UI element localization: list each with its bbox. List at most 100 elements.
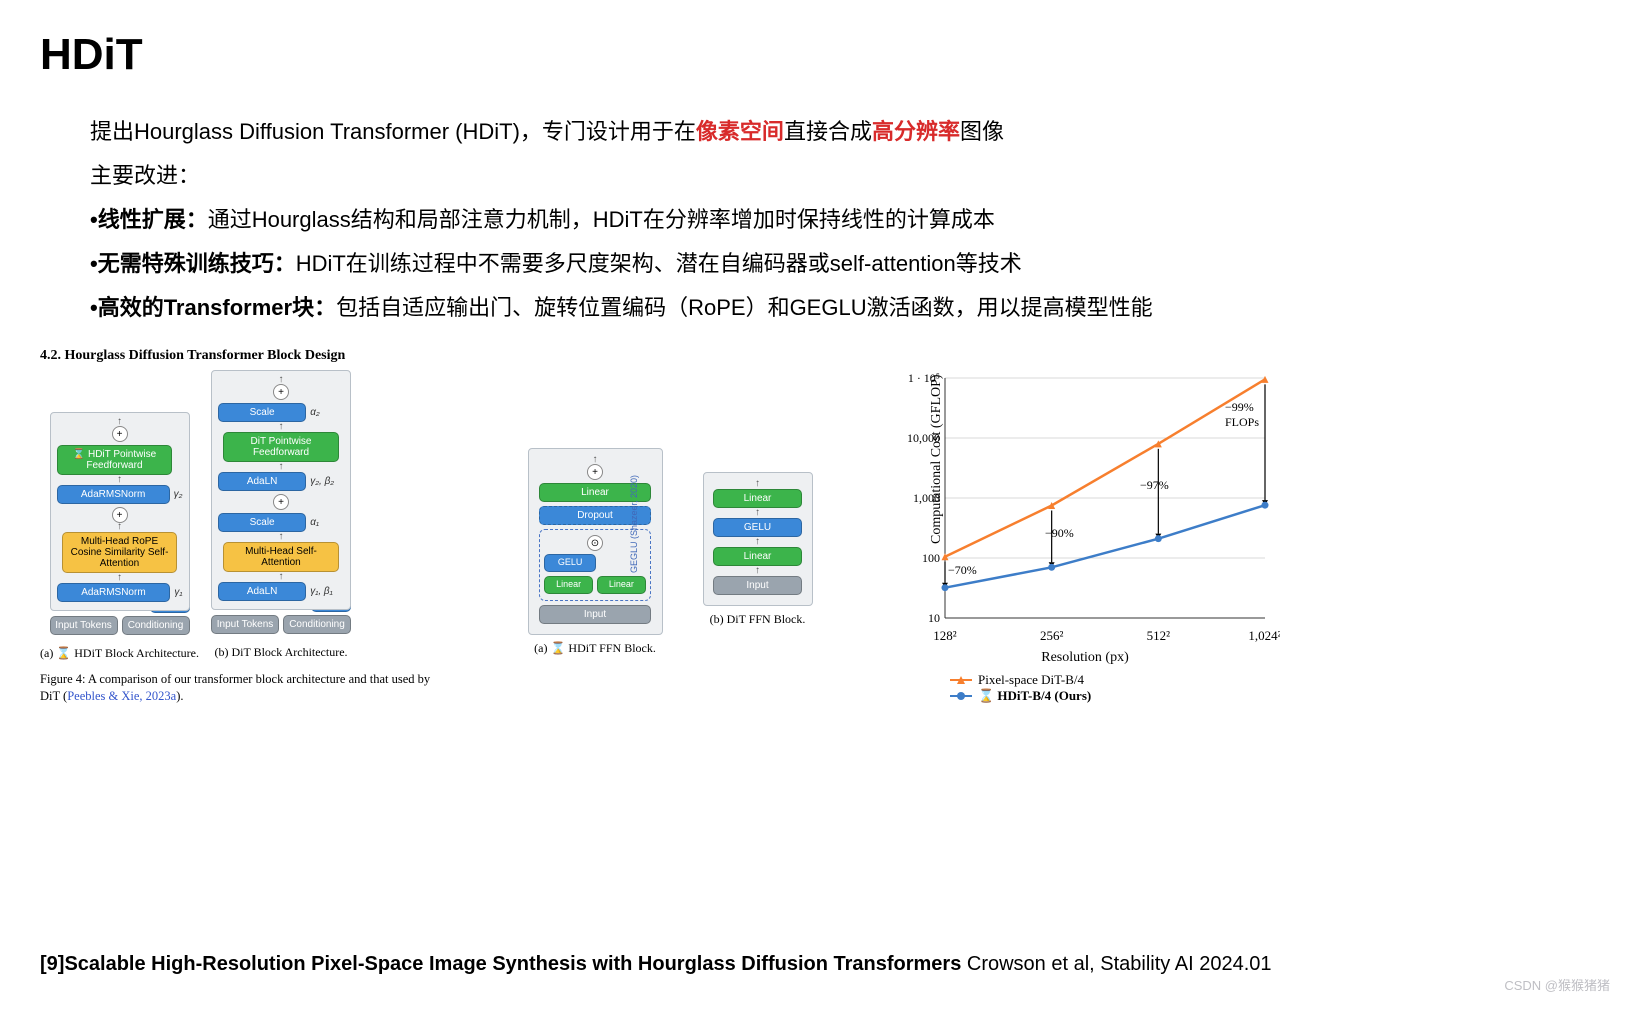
hdit-norm1-box: AdaRMSNorm <box>57 485 170 504</box>
hdit-ffn-caption: (a) ⌛ HDiT FFN Block. <box>534 641 656 656</box>
slide: HDiT 提出Hourglass Diffusion Transformer (… <box>0 0 1638 735</box>
arrow-icon: ↑ <box>755 568 760 574</box>
figure-right: Computational Cost (GFLOP) 101001,00010,… <box>870 368 1300 704</box>
dffn-input: Input <box>713 576 801 595</box>
page-title: HDiT <box>40 30 1598 80</box>
ffn-linear-r: Linear <box>597 576 646 594</box>
svg-text:512²: 512² <box>1147 628 1171 643</box>
dit-cond-box: Conditioning <box>283 615 351 634</box>
svg-text:10,000: 10,000 <box>907 431 940 445</box>
arrow-icon: ↑ <box>117 524 122 530</box>
intro-mid: 直接合成 <box>784 119 872 144</box>
triangle-marker-icon <box>950 679 972 681</box>
plus-icon: + <box>587 464 603 480</box>
hdit-caption: (a) ⌛ HDiT Block Architecture. <box>40 646 199 661</box>
arrow-icon: ↑ <box>755 539 760 545</box>
bullet-1-text: HDiT在训练过程中不需要多尺度架构、潜在自编码器或self-attention… <box>296 251 1022 276</box>
dit-ffn-box: DiT Pointwise Feedforward <box>223 432 339 462</box>
chart-legend: Pixel-space DiT-B/4 ⌛ HDiT-B/4 (Ours) <box>950 672 1300 704</box>
dit-ffn: ↑ Linear ↑ GELU ↑ Linear ↑ Input <box>703 472 813 606</box>
geglu-group: ⊙ GELU Linear Linear GEGLU (Shazeer, 202… <box>539 529 650 601</box>
dit-scale1-box: Scale <box>218 403 306 422</box>
ffn-gelu: GELU <box>544 554 596 572</box>
dffn-linear2: Linear <box>713 547 801 566</box>
svg-text:100: 100 <box>922 551 940 565</box>
figure4-caption: Figure 4: A comparison of our transforme… <box>40 671 450 705</box>
dit-ffn-col: ↑ Linear ↑ GELU ↑ Linear ↑ Input (b) DiT… <box>703 448 813 656</box>
arrow-icon: ↑ <box>593 457 598 463</box>
bullet-0-label: •线性扩展： <box>90 207 208 232</box>
footer-ref: [9]Scalable High-Resolution Pixel-Space … <box>40 953 961 975</box>
bullet-1: •无需特殊训练技巧：HDiT在训练过程中不需要多尺度架构、潜在自编码器或self… <box>90 242 1598 286</box>
arrow-icon: ↑ <box>279 534 284 540</box>
annot-99: −99% FLOPs <box>1225 400 1275 430</box>
geglu-label: GEGLU (Shazeer, 2020) <box>629 475 639 573</box>
section-title: 4.2. Hourglass Diffusion Transformer Blo… <box>40 348 470 364</box>
gamma2-label: γ₂ <box>174 489 183 500</box>
hdit-ffn: ↑ + Linear Dropout ⊙ GELU Linear Linear <box>528 448 663 635</box>
plus-icon: + <box>273 384 289 400</box>
ffn-linear-l: Linear <box>544 576 593 594</box>
gamma1-label: γ₁ <box>174 587 182 598</box>
arch-row: ↑ + ⌛ HDiT Pointwise Feedforward ↑ AdaRM… <box>40 370 470 661</box>
dit-adaln2-box: AdaLN <box>218 582 306 601</box>
svg-text:128²: 128² <box>933 628 957 643</box>
plus-icon: + <box>273 494 289 510</box>
subhead: 主要改进： <box>90 154 1598 198</box>
dit-column: ↑ + Scaleα₂ ↑ DiT Pointwise Feedforward … <box>211 370 351 661</box>
dit-input-box: Input Tokens <box>211 615 279 634</box>
svg-text:1 · 10⁵: 1 · 10⁵ <box>908 371 940 385</box>
alpha2-label: α₂ <box>310 407 320 418</box>
bullet-2-label: •高效的Transformer块： <box>90 295 336 320</box>
intro-suffix: 图像 <box>960 119 1004 144</box>
content-body: 提出Hourglass Diffusion Transformer (HDiT)… <box>90 110 1598 330</box>
circle-marker-icon <box>950 695 972 697</box>
hdit-ffn-col: ↑ + Linear Dropout ⊙ GELU Linear Linear <box>528 448 663 656</box>
arrow-icon: ↑ <box>279 377 284 383</box>
dit-adaln1-box: AdaLN <box>218 472 306 491</box>
figure-mid: ↑ + Linear Dropout ⊙ GELU Linear Linear <box>480 448 860 656</box>
figures-row: 4.2. Hourglass Diffusion Transformer Blo… <box>40 348 1598 705</box>
gb1-label: γ₁, β₁ <box>310 586 333 597</box>
odot-icon: ⊙ <box>587 535 603 551</box>
figure-left: 4.2. Hourglass Diffusion Transformer Blo… <box>40 348 470 705</box>
cost-chart: 101001,00010,0001 · 10⁵128²256²512²1,024… <box>900 368 1280 648</box>
intro-red2: 高分辨率 <box>872 119 960 144</box>
dit-caption: (b) DiT Block Architecture. <box>214 645 347 660</box>
figcap-b: ). <box>176 689 183 703</box>
bullet-2: •高效的Transformer块：包括自适应输出门、旋转位置编码（RoPE）和G… <box>90 286 1598 330</box>
hdit-arch: ↑ + ⌛ HDiT Pointwise Feedforward ↑ AdaRM… <box>50 412 190 611</box>
dit-ffn-caption: (b) DiT FFN Block. <box>710 612 806 627</box>
legend-item-0: Pixel-space DiT-B/4 <box>950 672 1300 688</box>
hdit-attn-box: Multi-Head RoPE Cosine Similarity Self-A… <box>62 532 178 573</box>
arrow-icon: ↑ <box>755 510 760 516</box>
chart-xlabel: Resolution (px) <box>870 650 1300 666</box>
svg-text:1,024²: 1,024² <box>1248 628 1280 643</box>
figcap-link: Peebles & Xie, 2023a <box>67 689 176 703</box>
intro-line: 提出Hourglass Diffusion Transformer (HDiT)… <box>90 110 1598 154</box>
legend-item-1: ⌛ HDiT-B/4 (Ours) <box>950 688 1300 704</box>
watermark: CSDN @猴猴猪猪 <box>1504 975 1610 994</box>
dit-attn-box: Multi-Head Self-Attention <box>223 542 339 572</box>
alpha1-label: α₁ <box>310 517 319 528</box>
intro-red1: 像素空间 <box>696 119 784 144</box>
footer-auth: Crowson et al, Stability AI 2024.01 <box>961 953 1271 975</box>
dffn-gelu: GELU <box>713 518 801 537</box>
footer-citation: [9]Scalable High-Resolution Pixel-Space … <box>40 953 1272 976</box>
arrow-icon: ↑ <box>117 419 122 425</box>
hdit-column: ↑ + ⌛ HDiT Pointwise Feedforward ↑ AdaRM… <box>40 370 199 661</box>
bullet-0-text: 通过Hourglass结构和局部注意力机制，HDiT在分辨率增加时保持线性的计算… <box>208 207 995 232</box>
legend-1-text: ⌛ HDiT-B/4 (Ours) <box>978 688 1091 704</box>
bullet-2-text: 包括自适应输出门、旋转位置编码（RoPE）和GEGLU激活函数，用以提高模型性能 <box>336 295 1153 320</box>
plus-icon: + <box>112 426 128 442</box>
legend-0-text: Pixel-space DiT-B/4 <box>978 672 1084 688</box>
gb2-label: γ₂, β₂ <box>310 476 334 487</box>
hdit-ffn-box: ⌛ HDiT Pointwise Feedforward <box>57 445 173 475</box>
dit-scale2-box: Scale <box>218 513 306 532</box>
annot-90: −90% <box>1045 526 1074 541</box>
hdit-norm2-box: AdaRMSNorm <box>57 583 171 602</box>
dffn-linear1: Linear <box>713 489 801 508</box>
arrow-icon: ↑ <box>755 481 760 487</box>
intro-prefix: 提出Hourglass Diffusion Transformer (HDiT)… <box>90 119 696 144</box>
svg-text:1,000: 1,000 <box>913 491 940 505</box>
